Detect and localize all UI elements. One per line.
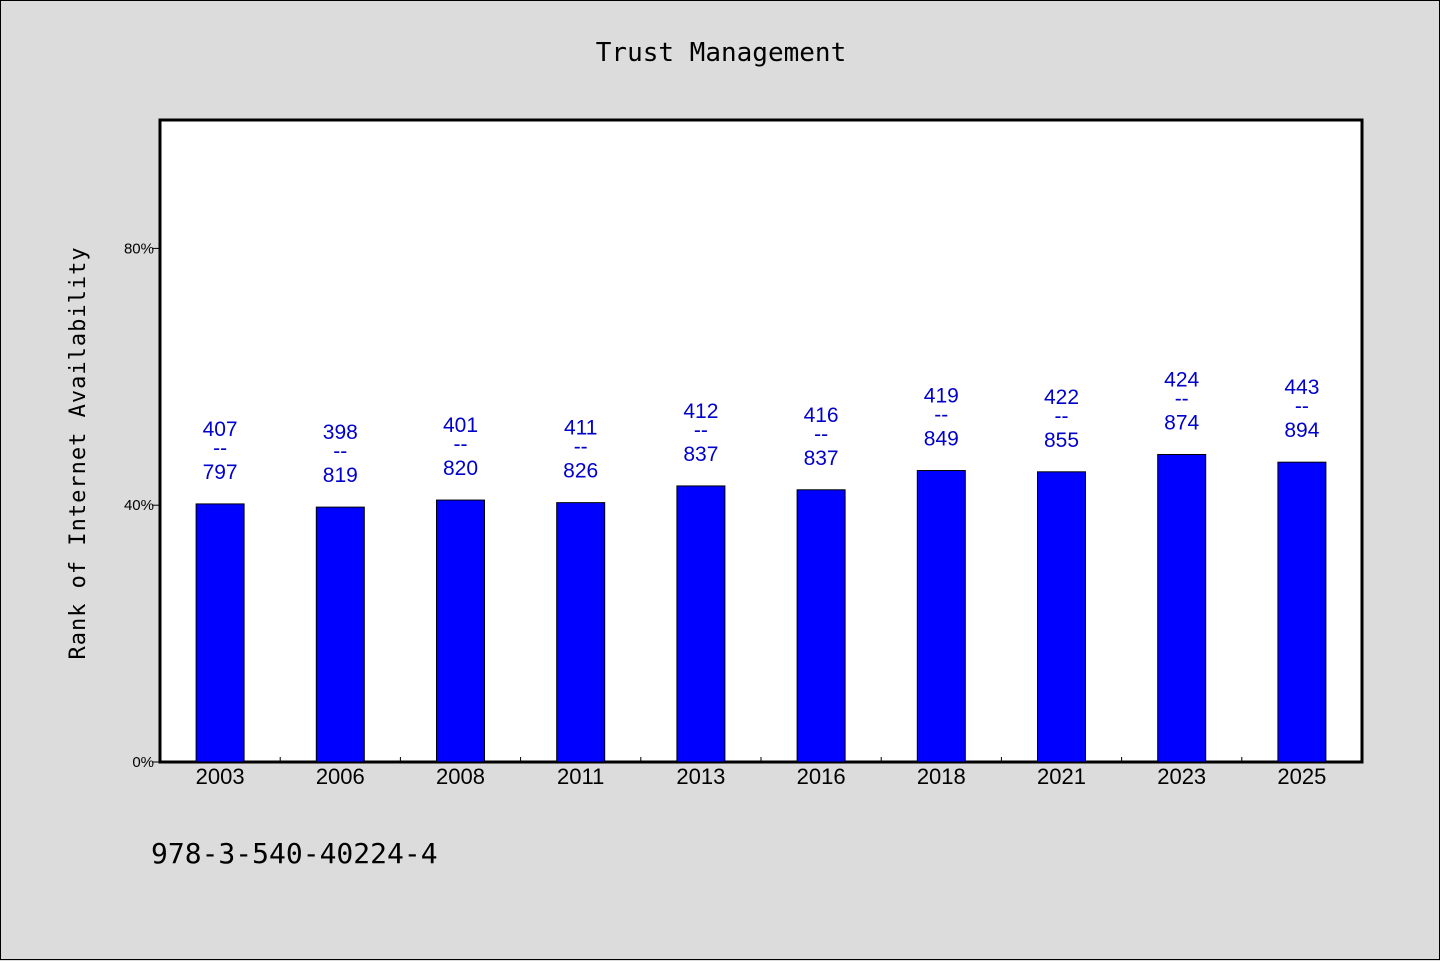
- bar-2021: [1037, 471, 1086, 763]
- bar-2006: [315, 506, 365, 763]
- data-label-sep: --: [454, 433, 468, 456]
- data-label-bottom: 820: [443, 457, 478, 480]
- data-label-top: 419: [924, 385, 959, 408]
- bar-2008: [436, 499, 485, 763]
- footer-isbn: 978-3-540-40224-4: [151, 837, 438, 870]
- y-tick-label: 80%: [124, 240, 154, 257]
- data-label-top: 424: [1164, 368, 1199, 391]
- x-tick-label: 2021: [1037, 764, 1086, 789]
- y-axis-label: Rank of Internet Availability: [66, 246, 91, 659]
- data-label-bottom: 849: [924, 428, 959, 451]
- data-label-top: 401: [443, 414, 478, 437]
- data-label-bottom: 837: [804, 447, 839, 470]
- bar-2023: [1157, 453, 1207, 763]
- data-label-sep: --: [1055, 405, 1069, 428]
- data-label-bottom: 894: [1284, 419, 1319, 442]
- x-tick-label: 2006: [316, 764, 365, 789]
- bar-2013: [676, 485, 726, 763]
- y-axis-ticks: 0% 40% 80%: [124, 240, 160, 771]
- bar-2025: [1277, 461, 1327, 763]
- data-label-bottom: 874: [1164, 411, 1199, 434]
- data-label-bottom: 819: [323, 464, 358, 487]
- data-label-sep: --: [213, 437, 227, 460]
- x-tick-label: 2018: [917, 764, 966, 789]
- data-label-top: 412: [683, 400, 718, 423]
- x-tick-label: 2008: [436, 764, 485, 789]
- bars: [195, 453, 1327, 763]
- x-tick-label: 2016: [797, 764, 846, 789]
- x-tick-label: 2025: [1277, 764, 1326, 789]
- data-label-sep: --: [333, 440, 347, 463]
- data-label-top: 398: [323, 421, 358, 444]
- data-label-bottom: 797: [203, 461, 238, 484]
- data-label-top: 443: [1284, 376, 1319, 399]
- data-label-bottom: 826: [563, 460, 598, 483]
- chart-title: Trust Management: [596, 38, 846, 68]
- y-tick-label: 0%: [132, 754, 154, 771]
- x-tick-label: 2011: [557, 764, 604, 789]
- data-label-sep: --: [1295, 395, 1309, 418]
- data-label-top: 416: [804, 404, 839, 427]
- y-tick-label: 40%: [124, 497, 154, 514]
- x-axis-ticks: 2003 2006 2008 2011 2013 2016 2018 2021 2023 2025: [196, 757, 1326, 789]
- data-labels: 407--797398--819401--820411--826412--837…: [203, 368, 1320, 487]
- data-label-sep: --: [694, 419, 708, 442]
- data-label-top: 407: [203, 418, 238, 441]
- bar-2011: [556, 502, 606, 763]
- bar-2016: [796, 489, 846, 763]
- data-label-sep: --: [574, 436, 588, 459]
- data-label-top: 411: [564, 417, 597, 440]
- data-label-sep: --: [814, 423, 828, 446]
- data-label-bottom: 837: [683, 443, 718, 466]
- x-tick-label: 2003: [196, 764, 245, 789]
- bar-2018: [916, 470, 966, 763]
- bar-2003: [195, 503, 245, 763]
- data-label-sep: --: [934, 404, 948, 427]
- data-label-bottom: 855: [1044, 429, 1079, 452]
- data-label-top: 422: [1044, 386, 1079, 409]
- data-label-sep: --: [1175, 387, 1189, 410]
- x-tick-label: 2013: [676, 764, 725, 789]
- x-tick-label: 2023: [1157, 764, 1206, 789]
